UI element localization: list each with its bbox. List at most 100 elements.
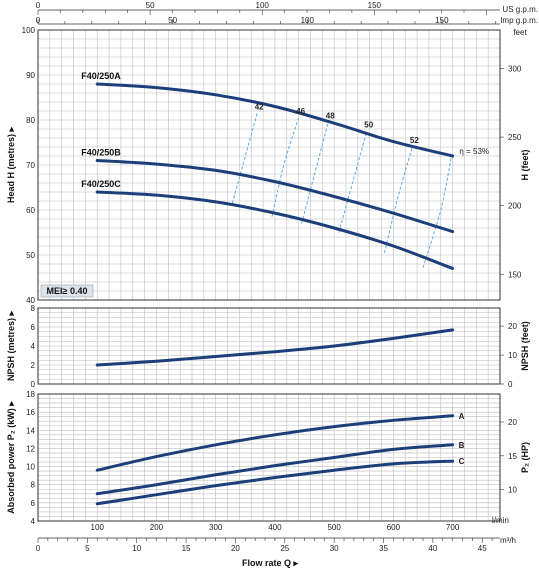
mei-box: [40, 284, 94, 298]
y-tick-label: 40: [26, 296, 35, 305]
right-tick-label: 10: [508, 486, 517, 495]
series-curve-2-0: [95, 414, 455, 472]
m3h-tick-label: 35: [379, 544, 388, 553]
y-tick-label: 60: [26, 206, 35, 215]
efficiency-label: 52: [410, 136, 419, 145]
us-gpm-tick-label: 0: [36, 1, 41, 10]
panel-frame: [37, 29, 501, 301]
lmin-tick-label: 500: [327, 523, 341, 532]
series-label: C: [459, 457, 465, 466]
efficiency-label: η = 53%: [459, 147, 489, 156]
x-axis-title: Flow rate Q ▸: [242, 558, 299, 568]
us-gpm-tick-label: 50: [146, 1, 155, 10]
y-axis-title: Head H (metres) ▸: [6, 127, 16, 204]
lmin-tick-label: 400: [268, 523, 282, 532]
y-tick-label: 8: [31, 481, 36, 490]
y-tick-label: 6: [31, 499, 36, 508]
lmin-tick-label: 300: [209, 523, 223, 532]
right-axis-title: NPSH (feet): [520, 321, 530, 371]
series-curve-2-1: [95, 443, 455, 496]
efficiency-label: 42: [255, 102, 264, 111]
y-tick-label: 10: [26, 463, 35, 472]
y-tick-label: 6: [31, 323, 36, 332]
m3h-tick-label: 15: [182, 544, 191, 553]
imp-gpm-tick-label: 100: [301, 16, 315, 25]
y-tick-label: 80: [26, 116, 35, 125]
us-gpm-unit-label: US g.p.m.: [502, 5, 538, 14]
lmin-tick-label: 600: [387, 523, 401, 532]
y-axis-title: NPSH (metres) ▸: [6, 311, 16, 382]
right-tick-label: 10: [508, 351, 517, 360]
panel-frame: [37, 307, 501, 385]
efficiency-curve-5: [422, 155, 452, 268]
y-tick-label: 12: [26, 444, 35, 453]
right-tick-label: 150: [508, 270, 522, 279]
y-tick-label: 14: [26, 426, 35, 435]
y-tick-label: 50: [26, 251, 35, 260]
grid-layer: [37, 29, 501, 522]
frames-layer: [37, 9, 504, 543]
y-tick-label: 4: [31, 517, 36, 526]
efficiency-label: 48: [326, 111, 335, 120]
right-tick-label: 300: [508, 65, 522, 74]
efficiency-label: 46: [296, 107, 305, 116]
series-curve-2-2: [95, 459, 455, 506]
lmin-unit-label: l/min: [492, 516, 509, 525]
mei-label: MEI≥ 0.40: [47, 286, 88, 296]
efficiency-curve-1: [271, 117, 300, 217]
lmin-tick-label: 700: [446, 523, 460, 532]
right-tick-label: 20: [508, 322, 517, 331]
right-tick-label: 250: [508, 133, 522, 142]
series-curve-0-0: [95, 82, 455, 158]
y-tick-label: 2: [31, 361, 36, 370]
right-tick-label: 0: [508, 380, 513, 389]
y-tick-label: 4: [31, 342, 36, 351]
us-gpm-tick-label: 150: [368, 1, 382, 10]
y-tick-label: 70: [26, 161, 35, 170]
imp-gpm-tick-label: 0: [36, 16, 41, 25]
y-tick-label: 90: [26, 71, 35, 80]
panel-frame: [37, 393, 501, 522]
imp-gpm-tick-label: 150: [435, 16, 449, 25]
m3h-tick-label: 5: [85, 544, 90, 553]
efficiency-layer: [231, 113, 452, 268]
efficiency-label: 50: [364, 120, 373, 129]
y-axis-title: Absorbed power P₂ (kW) ▸: [6, 401, 16, 514]
efficiency-curve-4: [384, 146, 413, 253]
right-axis-title: P₂ (HP): [520, 442, 530, 473]
feet-unit-label: feet: [513, 28, 527, 37]
series-curve-1-0: [95, 328, 455, 367]
y-tick-label: 0: [31, 380, 36, 389]
right-tick-label: 20: [508, 418, 517, 427]
y-tick-label: 16: [26, 408, 35, 417]
efficiency-curve-0: [231, 113, 258, 204]
m3h-tick-label: 10: [132, 544, 141, 553]
us-gpm-tick-label: 100: [256, 1, 270, 10]
efficiency-curve-2: [301, 122, 329, 224]
m3h-tick-label: 20: [231, 544, 240, 553]
y-tick-label: 18: [26, 390, 35, 399]
series-curve-0-2: [95, 190, 455, 270]
lmin-tick-label: 200: [150, 523, 164, 532]
lmin-tick-label: 100: [91, 523, 105, 532]
series-curve-0-1: [95, 159, 455, 234]
right-axis-title: H (feet): [520, 149, 530, 180]
m3h-tick-label: 30: [330, 544, 339, 553]
m3h-tick-label: 40: [428, 544, 437, 553]
y-tick-label: 8: [31, 304, 36, 313]
m3h-unit-label: m³/h: [500, 536, 516, 545]
m3h-tick-label: 25: [280, 544, 289, 553]
series-label: F40/250A: [81, 71, 121, 81]
series-label: F40/250B: [81, 148, 121, 158]
m3h-tick-label: 45: [478, 544, 487, 553]
series-label: F40/250C: [81, 179, 121, 189]
text-layer: 0 50 100 150 US g.p.m.0 50 100 150 Imp g.p.m.100…: [6, 1, 538, 568]
y-tick-label: 100: [22, 26, 36, 35]
right-tick-label: 15: [508, 452, 517, 461]
series-label: A: [459, 412, 465, 421]
imp-gpm-tick-label: 50: [168, 16, 177, 25]
imp-gpm-unit-label: Imp g.p.m.: [500, 16, 538, 25]
m3h-tick-label: 0: [36, 544, 41, 553]
right-tick-label: 200: [508, 202, 522, 211]
